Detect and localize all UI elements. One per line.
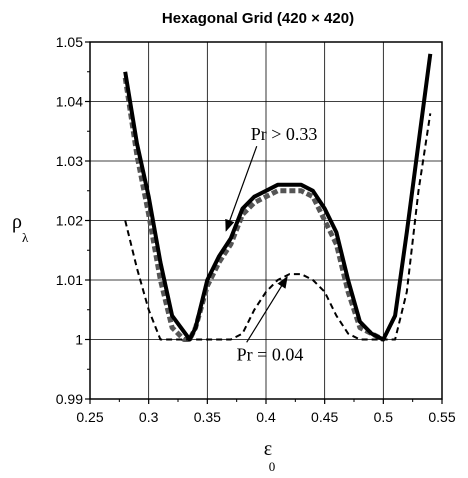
- x-tick-label: 0.3: [139, 409, 159, 425]
- y-tick-label: 0.99: [56, 391, 83, 407]
- series-line-0: [123, 53, 433, 342]
- annotation-arrow-0: [225, 145, 258, 232]
- annotations: Pr > 0.33 Pr = 0.04: [225, 124, 318, 364]
- x-tick-label: 0.55: [428, 409, 455, 425]
- x-axis-label: ε: [264, 438, 272, 460]
- y-axis-label: ρ: [12, 211, 22, 233]
- x-tick-label: 0.35: [194, 409, 221, 425]
- y-tick-label: 1.01: [56, 272, 83, 288]
- annotation-arrow-1: [246, 276, 288, 343]
- y-tick-labels: 0.99 1 1.01 1.02 1.03 1.04 1.05: [56, 34, 83, 407]
- y-tick-label: 1.04: [56, 94, 83, 110]
- chart-title: Hexagonal Grid (420 × 420): [162, 10, 354, 27]
- x-tick-label: 0.45: [311, 409, 338, 425]
- y-tick-label: 1.03: [56, 153, 83, 169]
- annotation-label-1: Pr = 0.04: [237, 344, 304, 364]
- x-axis-label-subscript: 0: [269, 459, 276, 474]
- y-tick-label: 1.02: [56, 213, 83, 229]
- series-line-1: [122, 77, 385, 342]
- y-axis-label-subscript: λ: [22, 230, 29, 245]
- x-tick-labels: 0.25 0.3 0.35 0.4 0.45 0.5 0.55: [76, 409, 455, 425]
- x-tick-label: 0.25: [76, 409, 103, 425]
- x-tick-label: 0.5: [374, 409, 394, 425]
- x-tick-label: 0.4: [256, 409, 276, 425]
- y-tick-label: 1: [75, 332, 83, 348]
- annotation-label-0: Pr > 0.33: [251, 124, 318, 144]
- tick-marks: [85, 41, 443, 404]
- y-tick-label: 1.05: [56, 34, 83, 50]
